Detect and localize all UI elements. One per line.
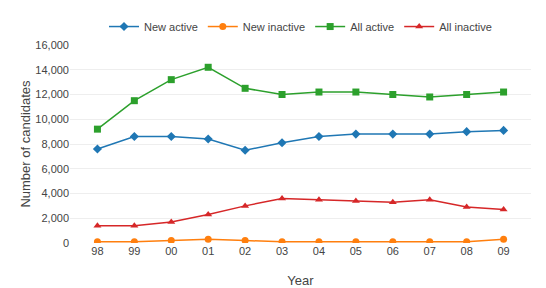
svg-text:Number of candidates: Number of candidates — [18, 80, 33, 208]
svg-text:16,000: 16,000 — [35, 39, 69, 51]
svg-text:05: 05 — [350, 245, 362, 257]
svg-text:09: 09 — [497, 245, 509, 257]
svg-text:14,000: 14,000 — [35, 64, 69, 76]
svg-text:99: 99 — [128, 245, 140, 257]
svg-text:04: 04 — [313, 245, 325, 257]
svg-text:10,000: 10,000 — [35, 113, 69, 125]
svg-text:New active: New active — [144, 21, 198, 33]
svg-text:All inactive: All inactive — [439, 21, 492, 33]
svg-text:2,000: 2,000 — [41, 212, 69, 224]
svg-text:06: 06 — [387, 245, 399, 257]
svg-text:New inactive: New inactive — [243, 21, 305, 33]
svg-text:08: 08 — [461, 245, 473, 257]
svg-text:01: 01 — [202, 245, 214, 257]
svg-text:03: 03 — [276, 245, 288, 257]
svg-text:Year: Year — [287, 273, 314, 288]
svg-text:8,000: 8,000 — [41, 138, 69, 150]
svg-text:All active: All active — [350, 21, 394, 33]
svg-text:0: 0 — [63, 237, 69, 249]
svg-text:07: 07 — [424, 245, 436, 257]
svg-text:12,000: 12,000 — [35, 88, 69, 100]
svg-text:02: 02 — [239, 245, 251, 257]
svg-text:98: 98 — [91, 245, 103, 257]
svg-text:00: 00 — [165, 245, 177, 257]
svg-text:6,000: 6,000 — [41, 163, 69, 175]
svg-text:4,000: 4,000 — [41, 187, 69, 199]
